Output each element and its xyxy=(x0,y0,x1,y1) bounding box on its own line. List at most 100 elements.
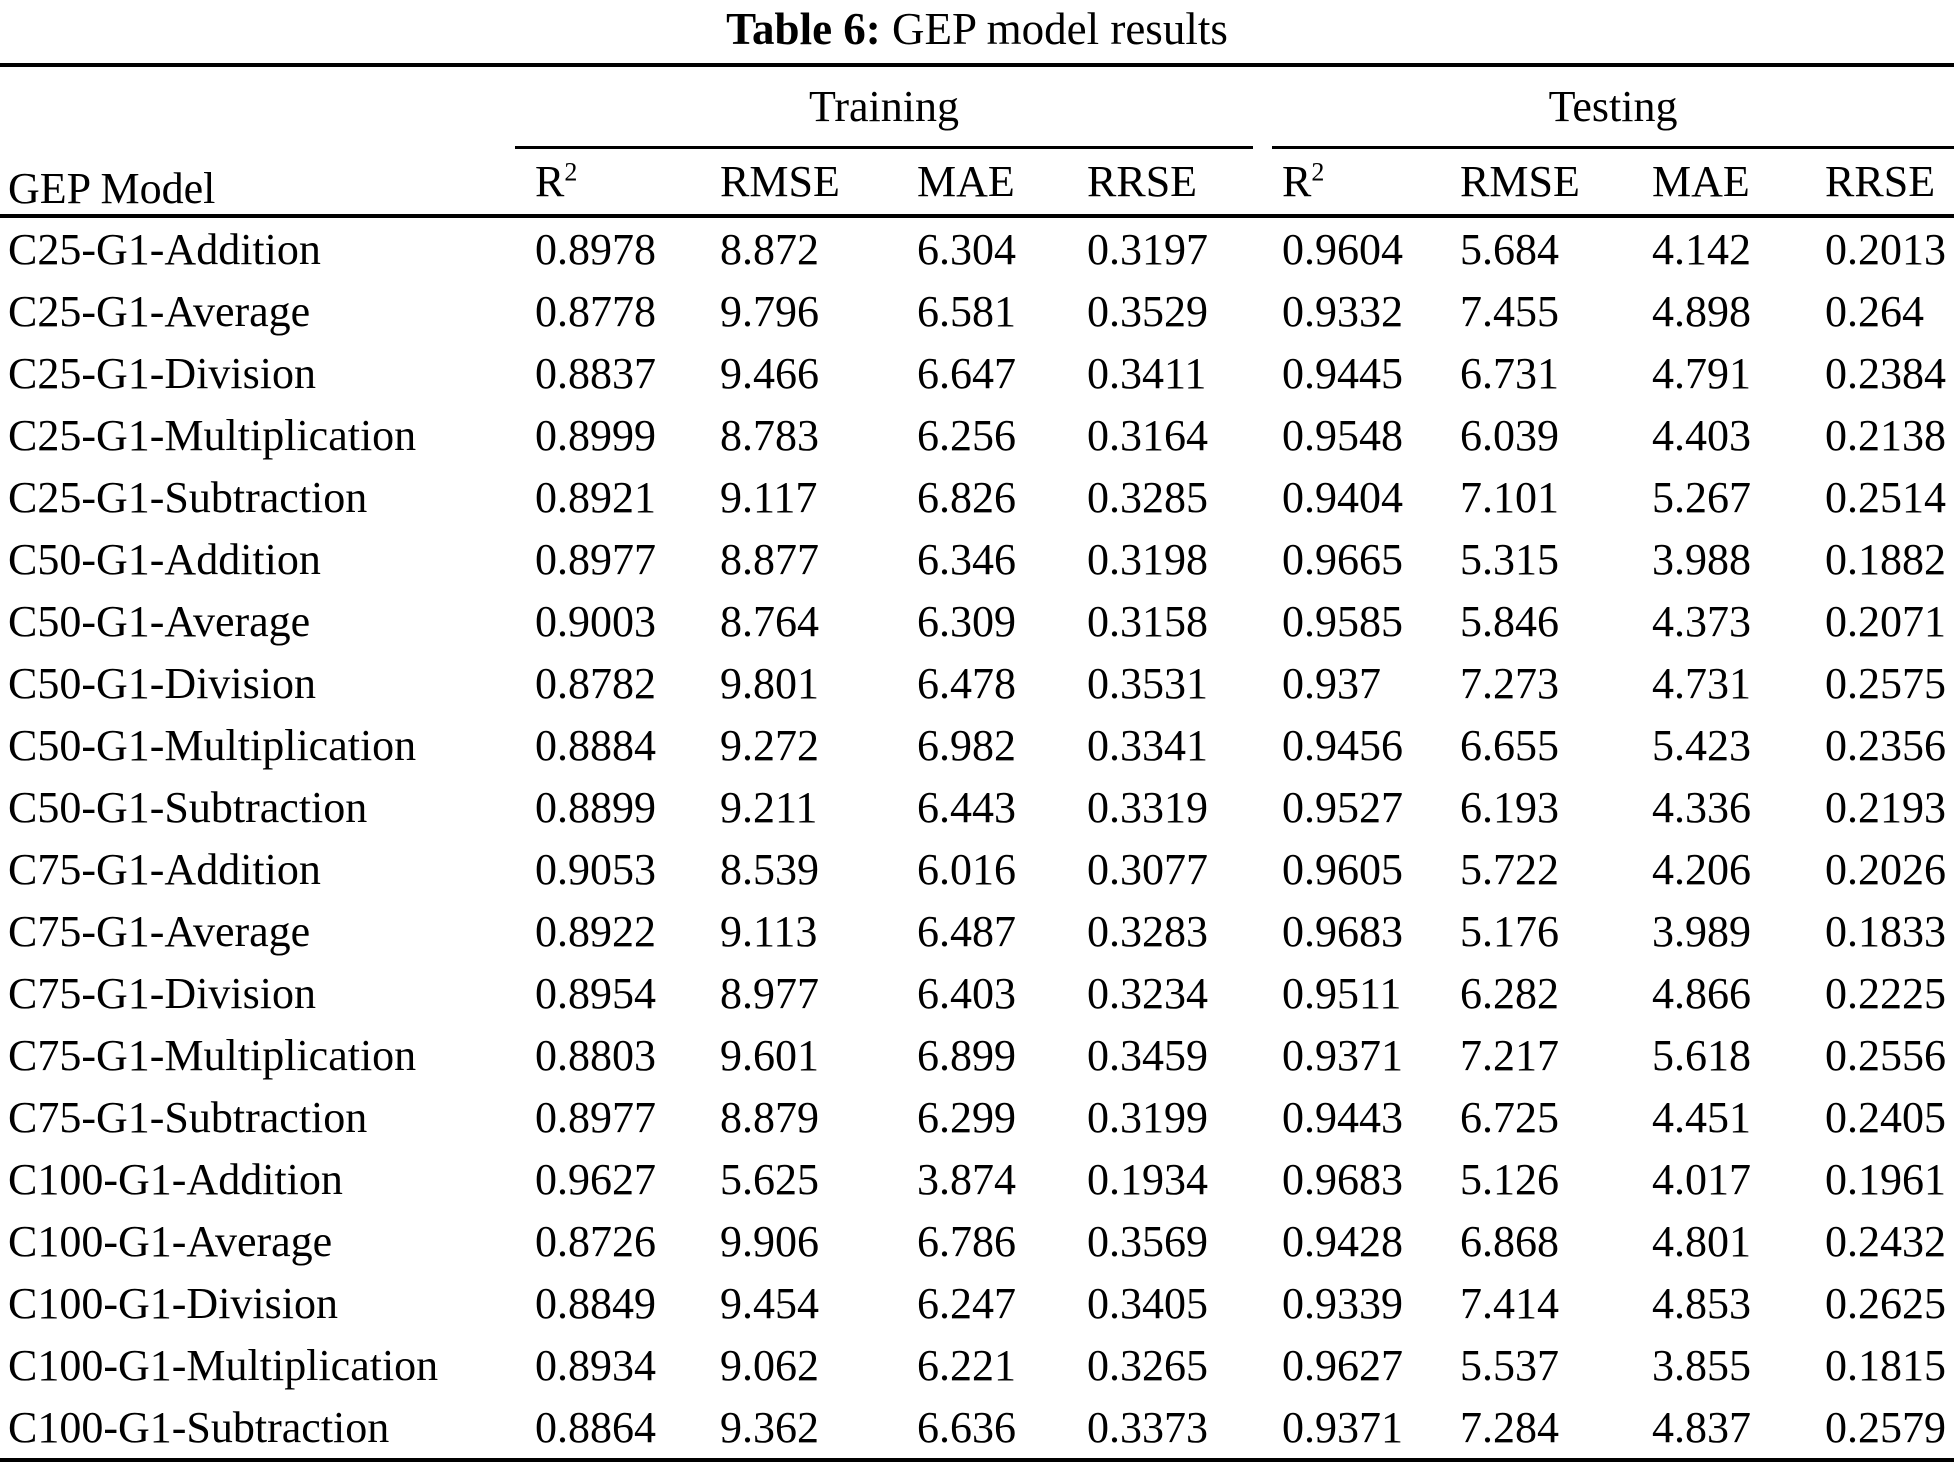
value-cell: 6.304 xyxy=(917,224,1016,274)
value-cell: 0.1815 xyxy=(1825,1340,1947,1390)
value-cell: 0.2026 xyxy=(1825,844,1947,894)
value-cell: 0.9053 xyxy=(535,844,656,894)
value-cell: 6.487 xyxy=(917,906,1016,956)
table-row: C50-G1-Subtraction 0.8899 9.211 6.443 0.3319… xyxy=(0,776,1954,838)
value-cell: 6.581 xyxy=(917,286,1016,336)
value-cell: 0.8922 xyxy=(535,906,656,956)
model-name-cell: C25-G1-Addition xyxy=(8,224,321,274)
column-group-testing-label: Testing xyxy=(1548,82,1678,131)
value-cell: 0.8778 xyxy=(535,286,656,336)
value-cell: 6.282 xyxy=(1460,968,1560,1018)
value-cell: 6.403 xyxy=(917,968,1016,1018)
value-cell: 0.9548 xyxy=(1282,410,1404,460)
value-cell: 6.016 xyxy=(917,844,1016,894)
value-cell: 0.2356 xyxy=(1825,720,1947,770)
value-cell: 0.9443 xyxy=(1282,1092,1404,1142)
value-cell: 0.9445 xyxy=(1282,348,1404,398)
value-cell: 0.3164 xyxy=(1087,410,1208,460)
value-cell: 7.455 xyxy=(1460,286,1560,336)
model-name-cell: C75-G1-Average xyxy=(8,906,311,956)
value-cell: 0.9665 xyxy=(1282,534,1404,584)
metric-label: R xyxy=(1282,157,1312,206)
value-cell: 0.9339 xyxy=(1282,1278,1404,1328)
column-group-training-label: Training xyxy=(809,82,959,131)
value-cell: 8.764 xyxy=(720,596,819,646)
value-cell: 0.8977 xyxy=(535,1092,656,1142)
table-row: C75-G1-Division 0.8954 8.977 6.403 0.3234 0.9… xyxy=(0,962,1954,1024)
value-cell: 0.8999 xyxy=(535,410,656,460)
model-name-cell: C25-G1-Multiplication xyxy=(8,410,417,460)
value-cell: 0.3405 xyxy=(1087,1278,1208,1328)
value-cell: 0.9332 xyxy=(1282,286,1404,336)
value-cell: 0.3197 xyxy=(1087,224,1208,274)
value-cell: 5.126 xyxy=(1460,1154,1560,1204)
value-cell: 8.783 xyxy=(720,410,819,460)
metric-label: RMSE xyxy=(1460,157,1580,206)
value-cell: 0.9683 xyxy=(1282,1154,1404,1204)
table-row: C75-G1-Subtraction 0.8977 8.879 6.299 0.3199… xyxy=(0,1086,1954,1148)
value-cell: 0.9585 xyxy=(1282,596,1404,646)
value-cell: 0.3319 xyxy=(1087,782,1208,832)
value-cell: 7.101 xyxy=(1460,472,1560,522)
group-header-row: GEP Model Training Testing xyxy=(0,65,1954,218)
value-cell: 7.217 xyxy=(1460,1030,1560,1080)
column-header-testing-r2: R2 xyxy=(1262,149,1441,218)
model-name-cell: C50-G1-Subtraction xyxy=(8,782,368,832)
value-cell: 0.9604 xyxy=(1282,224,1404,274)
column-header-training-r2: R2 xyxy=(515,149,700,218)
column-header-gep-model: GEP Model xyxy=(0,65,515,218)
metric-label: MAE xyxy=(917,157,1015,206)
value-cell: 4.336 xyxy=(1652,782,1752,832)
value-cell: 4.791 xyxy=(1652,348,1752,398)
value-cell: 0.2579 xyxy=(1825,1402,1947,1452)
value-cell: 0.8726 xyxy=(535,1216,656,1266)
value-cell: 0.3199 xyxy=(1087,1092,1208,1142)
training-group-rule: Training xyxy=(515,81,1254,149)
value-cell: 0.9627 xyxy=(1282,1340,1404,1390)
value-cell: 8.877 xyxy=(720,534,819,584)
value-cell: 9.796 xyxy=(720,286,819,336)
value-cell: 0.3459 xyxy=(1087,1030,1208,1080)
model-name-cell: C25-G1-Subtraction xyxy=(8,472,368,522)
value-cell: 6.647 xyxy=(917,348,1016,398)
value-cell: 9.211 xyxy=(720,782,818,832)
value-cell: 4.837 xyxy=(1652,1402,1752,1452)
model-name-cell: C100-G1-Division xyxy=(8,1278,338,1328)
value-cell: 0.3234 xyxy=(1087,968,1208,1018)
value-cell: 6.725 xyxy=(1460,1092,1560,1142)
value-cell: 6.655 xyxy=(1460,720,1560,770)
model-name-cell: C25-G1-Division xyxy=(8,348,316,398)
metric-label: RMSE xyxy=(720,157,840,206)
table-row: C50-G1-Division 0.8782 9.801 6.478 0.3531 0.9… xyxy=(0,652,1954,714)
value-cell: 0.9371 xyxy=(1282,1402,1404,1452)
value-cell: 6.786 xyxy=(917,1216,1016,1266)
value-cell: 3.874 xyxy=(917,1154,1016,1204)
value-cell: 4.017 xyxy=(1652,1154,1752,1204)
column-header-training-mae: MAE xyxy=(897,149,1067,218)
metric-superscript: 2 xyxy=(564,157,578,187)
model-name-cell: C25-G1-Average xyxy=(8,286,311,336)
value-cell: 0.8803 xyxy=(535,1030,656,1080)
value-cell: 0.8864 xyxy=(535,1402,656,1452)
metric-label: RRSE xyxy=(1825,157,1936,206)
table-row: C100-G1-Division 0.8849 9.454 6.247 0.3405 0.… xyxy=(0,1272,1954,1334)
value-cell: 0.3077 xyxy=(1087,844,1208,894)
value-cell: 0.1934 xyxy=(1087,1154,1208,1204)
value-cell: 0.264 xyxy=(1825,286,1925,336)
column-group-testing: Testing xyxy=(1262,65,1954,149)
value-cell: 0.2405 xyxy=(1825,1092,1947,1142)
table-caption-label: Table 6: xyxy=(726,4,881,54)
value-cell: 0.2384 xyxy=(1825,348,1947,398)
value-cell: 0.3531 xyxy=(1087,658,1208,708)
value-cell: 9.906 xyxy=(720,1216,819,1266)
value-cell: 0.3529 xyxy=(1087,286,1208,336)
value-cell: 0.2193 xyxy=(1825,782,1947,832)
value-cell: 0.8921 xyxy=(535,472,656,522)
value-cell: 6.193 xyxy=(1460,782,1560,832)
value-cell: 5.267 xyxy=(1652,472,1752,522)
value-cell: 6.443 xyxy=(917,782,1016,832)
value-cell: 5.625 xyxy=(720,1154,819,1204)
column-group-training: Training xyxy=(515,65,1262,149)
value-cell: 0.8977 xyxy=(535,534,656,584)
